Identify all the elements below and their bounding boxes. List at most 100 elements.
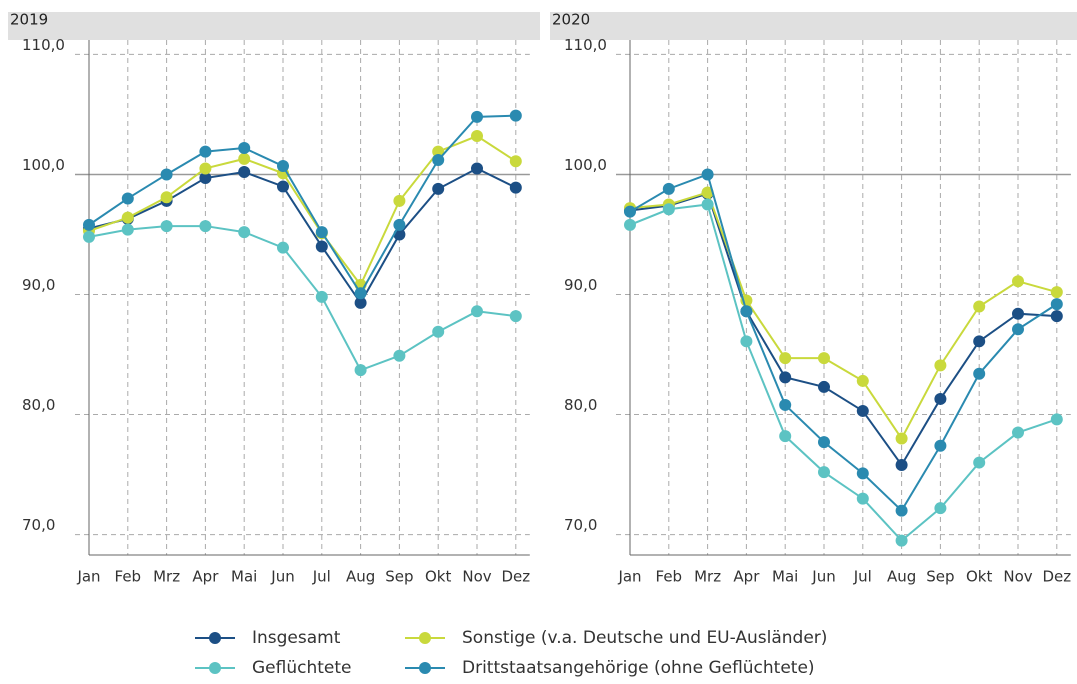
data-point bbox=[740, 335, 753, 348]
legend-marker bbox=[209, 662, 221, 674]
y-tick-label: 80,0 bbox=[22, 396, 55, 414]
data-point bbox=[393, 349, 406, 362]
x-tick-label: Feb bbox=[115, 568, 142, 586]
x-tick-label: Mai bbox=[772, 568, 798, 586]
data-point bbox=[1050, 298, 1063, 311]
data-point bbox=[818, 352, 830, 365]
data-point bbox=[83, 218, 95, 231]
data-point bbox=[509, 109, 522, 122]
x-tick-label: Dez bbox=[501, 568, 530, 586]
y-tick-label: 80,0 bbox=[564, 396, 597, 414]
data-point bbox=[432, 154, 445, 167]
x-tick-label: Mai bbox=[231, 568, 257, 586]
data-point bbox=[121, 211, 134, 224]
data-point bbox=[315, 240, 328, 253]
data-point bbox=[238, 152, 251, 165]
data-point bbox=[354, 296, 367, 309]
data-point bbox=[238, 226, 251, 239]
data-point bbox=[432, 145, 445, 158]
y-tick-label: 90,0 bbox=[564, 276, 597, 294]
data-point bbox=[471, 130, 483, 143]
data-point bbox=[432, 182, 445, 195]
data-point bbox=[509, 155, 522, 168]
data-point bbox=[934, 439, 947, 452]
x-tick-label: Aug bbox=[346, 568, 375, 586]
data-point bbox=[934, 392, 947, 405]
x-tick-label: Nov bbox=[1003, 568, 1032, 586]
y-tick-label: 70,0 bbox=[564, 516, 597, 534]
x-tick-label: Okt bbox=[425, 568, 451, 586]
data-point bbox=[1050, 413, 1063, 426]
legend-label: Drittstaatsangehörige (ohne Geflüchtete) bbox=[462, 658, 815, 678]
x-tick-label: Okt bbox=[966, 568, 992, 586]
data-point bbox=[471, 305, 483, 318]
data-point bbox=[740, 305, 753, 318]
y-tick-label: 110,0 bbox=[564, 36, 607, 54]
data-point bbox=[895, 504, 908, 517]
series-line bbox=[629, 192, 1057, 467]
data-point bbox=[238, 166, 251, 179]
data-point bbox=[895, 534, 908, 547]
data-point bbox=[779, 430, 792, 443]
data-point bbox=[662, 182, 675, 195]
data-point bbox=[856, 404, 869, 417]
data-point bbox=[624, 205, 636, 218]
data-point bbox=[354, 287, 367, 300]
data-point bbox=[121, 192, 134, 205]
x-tick-label: Aug bbox=[887, 568, 916, 586]
data-point bbox=[199, 162, 212, 175]
data-point bbox=[895, 432, 908, 445]
data-point bbox=[934, 359, 947, 372]
legend-label: Insgesamt bbox=[252, 628, 341, 648]
data-point bbox=[277, 241, 289, 254]
data-point bbox=[779, 398, 792, 411]
data-point bbox=[1050, 310, 1063, 323]
series-line bbox=[88, 134, 517, 287]
series-line bbox=[629, 173, 1058, 513]
legend-marker bbox=[419, 632, 431, 644]
data-point bbox=[973, 456, 986, 469]
x-tick-label: Feb bbox=[656, 568, 683, 586]
data-point bbox=[160, 168, 173, 181]
x-tick-label: Apr bbox=[733, 568, 760, 586]
data-point bbox=[121, 223, 134, 236]
data-point bbox=[509, 181, 522, 194]
data-point bbox=[238, 142, 251, 155]
data-point bbox=[624, 218, 636, 231]
data-point bbox=[701, 168, 714, 181]
y-tick-label: 90,0 bbox=[22, 276, 55, 294]
data-point bbox=[471, 110, 483, 123]
series-line bbox=[88, 167, 517, 305]
panel-title: 2019 bbox=[10, 11, 48, 29]
data-point bbox=[277, 160, 289, 173]
x-tick-label: Mrz bbox=[153, 568, 180, 586]
x-tick-label: Jun bbox=[811, 568, 835, 586]
x-tick-label: Jun bbox=[270, 568, 294, 586]
data-point bbox=[856, 374, 869, 387]
legend-label: Sonstige (v.a. Deutsche und EU-Ausländer… bbox=[462, 628, 827, 648]
x-tick-label: Jan bbox=[617, 568, 641, 586]
data-point bbox=[1012, 323, 1024, 336]
x-tick-label: Apr bbox=[192, 568, 219, 586]
data-point bbox=[199, 172, 212, 185]
y-tick-label: 100,0 bbox=[22, 156, 65, 174]
series-line bbox=[88, 225, 516, 372]
data-point bbox=[818, 466, 830, 479]
data-point bbox=[1012, 275, 1024, 288]
data-point bbox=[432, 325, 445, 338]
data-point bbox=[701, 198, 714, 211]
data-point bbox=[856, 492, 869, 505]
data-point bbox=[83, 230, 95, 243]
x-tick-label: Nov bbox=[462, 568, 491, 586]
data-point bbox=[895, 458, 908, 471]
x-tick-label: Sep bbox=[385, 568, 413, 586]
data-point bbox=[315, 226, 328, 239]
legend-marker bbox=[209, 632, 221, 644]
data-point bbox=[701, 186, 714, 199]
y-tick-label: 110,0 bbox=[22, 36, 65, 54]
data-point bbox=[973, 335, 986, 348]
legend-marker bbox=[419, 662, 431, 674]
series-line bbox=[629, 203, 1058, 542]
